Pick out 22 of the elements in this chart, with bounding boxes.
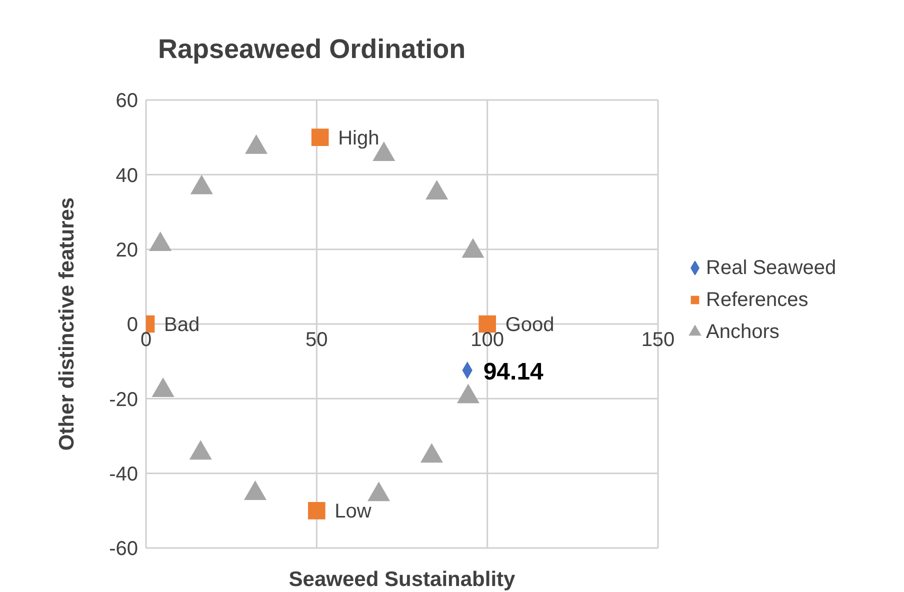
x-tick-label: 100 <box>470 329 504 351</box>
y-tick-label: 20 <box>116 239 138 262</box>
legend-label: Real Seaweed <box>706 256 836 281</box>
data-label: Good <box>505 314 554 336</box>
annotation: 94.14 <box>483 358 544 386</box>
x-tick-label: 50 <box>306 329 328 351</box>
y-tick-label: 40 <box>116 164 138 187</box>
legend-label: Anchors <box>706 320 780 345</box>
x-axis-title: Seaweed Sustainablity <box>288 568 516 591</box>
x-tick-label: 150 <box>641 329 675 351</box>
y-tick-label: -60 <box>109 538 138 560</box>
y-axis-title: Other distinctive features <box>55 197 78 451</box>
chart-title: Rapseaweed Ordination <box>158 34 466 65</box>
y-tick-label: -40 <box>109 463 138 486</box>
legend-label: References <box>706 288 808 313</box>
data-label: Bad <box>164 314 200 336</box>
data-label: Low <box>334 500 372 523</box>
x-tick-label: 0 <box>140 329 152 351</box>
y-tick-label: 0 <box>126 314 138 336</box>
y-tick-label: -20 <box>109 388 138 411</box>
data-label: High <box>338 127 380 150</box>
y-tick-label: 60 <box>116 90 138 112</box>
